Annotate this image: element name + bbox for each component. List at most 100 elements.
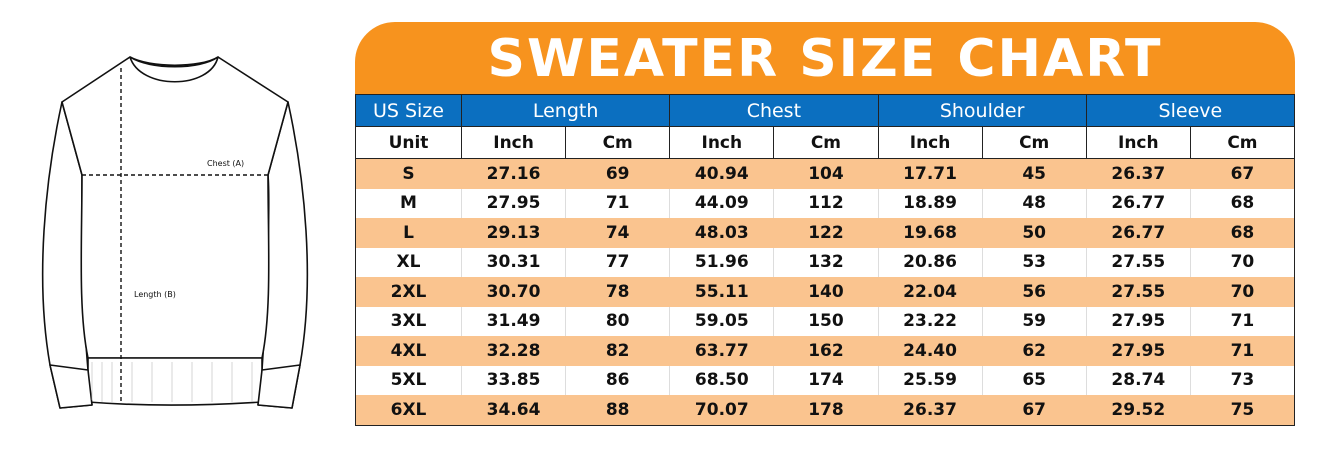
table-row: 4XL 32.28 82 63.77 162 24.40 62 27.95 71 — [355, 336, 1296, 366]
value-cell: 22.04 — [877, 277, 983, 307]
value-cell: 27.95 — [460, 188, 567, 218]
value-cell: 27.55 — [1085, 277, 1191, 307]
value-cell: 67 — [981, 395, 1087, 426]
length-label: Length (B) — [134, 290, 176, 299]
value-cell: 178 — [773, 395, 879, 426]
value-cell: 71 — [1189, 336, 1296, 366]
value-cell: 122 — [773, 218, 879, 248]
value-cell: 29.52 — [1085, 395, 1191, 426]
value-cell: 63.77 — [669, 336, 775, 366]
value-cell: 71 — [1189, 306, 1296, 336]
value-cell: 68 — [1189, 218, 1296, 248]
value-cell: 68 — [1189, 188, 1296, 218]
chart-title: SWEATER SIZE CHART — [487, 29, 1163, 89]
unit-cell: Cm — [981, 126, 1087, 159]
value-cell: 68.50 — [669, 365, 775, 395]
table-row: 2XL 30.70 78 55.11 140 22.04 56 27.55 70 — [355, 277, 1296, 307]
value-cell: 65 — [981, 365, 1087, 395]
value-cell: 69 — [565, 158, 671, 189]
size-cell: S — [355, 158, 462, 189]
value-cell: 26.37 — [877, 395, 983, 426]
table-row: M 27.95 71 44.09 112 18.89 48 26.77 68 — [355, 188, 1296, 218]
unit-cell: Unit — [355, 126, 462, 159]
header-length: Length — [460, 94, 671, 127]
value-cell: 71 — [565, 188, 671, 218]
size-cell: 3XL — [355, 306, 462, 336]
unit-cell: Inch — [1085, 126, 1191, 159]
value-cell: 24.40 — [877, 336, 983, 366]
value-cell: 23.22 — [877, 306, 983, 336]
value-cell: 25.59 — [877, 365, 983, 395]
value-cell: 77 — [565, 247, 671, 277]
header-chest: Chest — [669, 94, 879, 127]
value-cell: 59 — [981, 306, 1087, 336]
table-row: L 29.13 74 48.03 122 19.68 50 26.77 68 — [355, 218, 1296, 248]
value-cell: 30.31 — [460, 247, 567, 277]
value-cell: 70 — [1189, 277, 1296, 307]
value-cell: 28.74 — [1085, 365, 1191, 395]
value-cell: 70.07 — [669, 395, 775, 426]
value-cell: 45 — [981, 158, 1087, 189]
size-table: US Size Length Chest Shoulder Sleeve Uni… — [355, 94, 1296, 426]
size-cell: M — [355, 188, 462, 218]
value-cell: 150 — [773, 306, 879, 336]
value-cell: 27.55 — [1085, 247, 1191, 277]
table-row: 5XL 33.85 86 68.50 174 25.59 65 28.74 73 — [355, 365, 1296, 395]
unit-cell: Inch — [669, 126, 775, 159]
value-cell: 32.28 — [460, 336, 567, 366]
value-cell: 70 — [1189, 247, 1296, 277]
value-cell: 55.11 — [669, 277, 775, 307]
header-sleeve: Sleeve — [1085, 94, 1296, 127]
table-row: S 27.16 69 40.94 104 17.71 45 26.37 67 — [355, 158, 1296, 189]
value-cell: 34.64 — [460, 395, 567, 426]
value-cell: 67 — [1189, 158, 1296, 189]
value-cell: 17.71 — [877, 158, 983, 189]
value-cell: 73 — [1189, 365, 1296, 395]
value-cell: 56 — [981, 277, 1087, 307]
value-cell: 33.85 — [460, 365, 567, 395]
value-cell: 51.96 — [669, 247, 775, 277]
value-cell: 174 — [773, 365, 879, 395]
unit-cell: Cm — [1189, 126, 1296, 159]
size-cell: 4XL — [355, 336, 462, 366]
size-cell: XL — [355, 247, 462, 277]
value-cell: 140 — [773, 277, 879, 307]
value-cell: 112 — [773, 188, 879, 218]
value-cell: 132 — [773, 247, 879, 277]
value-cell: 78 — [565, 277, 671, 307]
size-cell: 6XL — [355, 395, 462, 426]
value-cell: 26.77 — [1085, 218, 1191, 248]
size-cell: L — [355, 218, 462, 248]
header-us-size: US Size — [355, 94, 462, 127]
table-row: 6XL 34.64 88 70.07 178 26.37 67 29.52 75 — [355, 395, 1296, 426]
value-cell: 88 — [565, 395, 671, 426]
value-cell: 18.89 — [877, 188, 983, 218]
value-cell: 20.86 — [877, 247, 983, 277]
value-cell: 48.03 — [669, 218, 775, 248]
value-cell: 27.95 — [1085, 306, 1191, 336]
value-cell: 27.95 — [1085, 336, 1191, 366]
size-cell: 5XL — [355, 365, 462, 395]
header-shoulder: Shoulder — [877, 94, 1087, 127]
value-cell: 50 — [981, 218, 1087, 248]
value-cell: 62 — [981, 336, 1087, 366]
value-cell: 19.68 — [877, 218, 983, 248]
value-cell: 26.37 — [1085, 158, 1191, 189]
value-cell: 26.77 — [1085, 188, 1191, 218]
value-cell: 27.16 — [460, 158, 567, 189]
value-cell: 44.09 — [669, 188, 775, 218]
sweater-illustration — [41, 56, 309, 409]
unit-row: Unit Inch Cm Inch Cm Inch Cm Inch Cm — [355, 126, 1296, 159]
value-cell: 75 — [1189, 395, 1296, 426]
unit-cell: Inch — [877, 126, 983, 159]
value-cell: 86 — [565, 365, 671, 395]
value-cell: 31.49 — [460, 306, 567, 336]
chest-label: Chest (A) — [207, 159, 245, 168]
value-cell: 40.94 — [669, 158, 775, 189]
value-cell: 80 — [565, 306, 671, 336]
header-row: US Size Length Chest Shoulder Sleeve — [355, 94, 1296, 127]
value-cell: 53 — [981, 247, 1087, 277]
value-cell: 74 — [565, 218, 671, 248]
table-row: XL 30.31 77 51.96 132 20.86 53 27.55 70 — [355, 247, 1296, 277]
unit-cell: Cm — [773, 126, 879, 159]
